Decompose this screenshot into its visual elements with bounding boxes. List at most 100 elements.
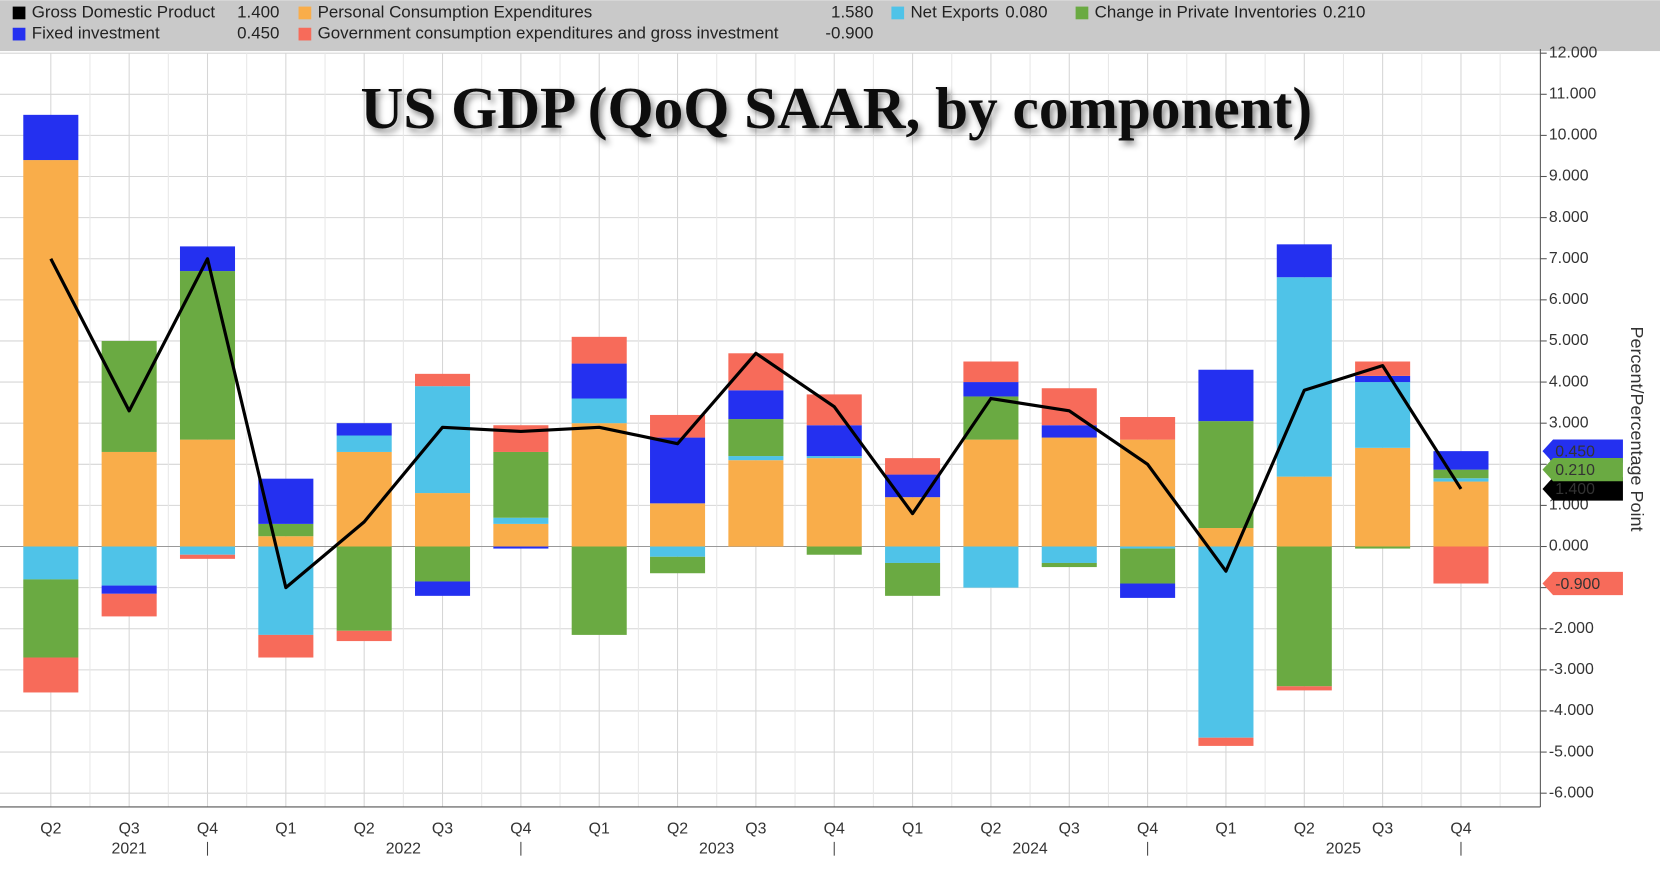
bar-segment <box>571 336 627 364</box>
bar-segment <box>1276 277 1332 477</box>
bar-segment <box>258 523 314 537</box>
legend-label: Change in Private Inventories <box>1095 2 1317 21</box>
legend-value: 0.450 <box>237 24 279 43</box>
value-tag-label: 0.210 <box>1555 462 1595 479</box>
bar-segment <box>728 419 784 457</box>
bar-segment <box>493 517 549 524</box>
y-tick-label: 10.000 <box>1549 127 1598 144</box>
x-tick-label: Q1 <box>275 820 296 837</box>
bar-segment <box>1276 546 1332 687</box>
bar-segment <box>493 451 549 518</box>
bar-segment <box>179 439 236 547</box>
bar-segment <box>1041 562 1097 568</box>
bar-segment <box>258 546 314 635</box>
bar-segment <box>806 458 862 547</box>
bar-segment <box>23 114 79 161</box>
y-tick-label: -2.000 <box>1549 620 1594 637</box>
bar-segment <box>1355 361 1411 376</box>
y-tick-label: 12.000 <box>1549 44 1598 61</box>
line-series <box>49 257 1463 590</box>
x-tick-label: Q1 <box>1215 820 1236 837</box>
bar-segment <box>1355 382 1411 448</box>
value-tag-label: 1.400 <box>1555 481 1595 498</box>
bar-segment <box>963 382 1019 397</box>
bar-segment <box>806 425 862 457</box>
bar-segment <box>806 394 862 426</box>
bar-segment <box>963 396 1019 440</box>
bar-segment <box>493 546 549 549</box>
legend-swatch <box>298 6 312 20</box>
bar-segment <box>23 160 79 547</box>
bar-segment <box>415 373 471 387</box>
x-tick-label: Q1 <box>902 820 923 837</box>
bar-segment <box>885 546 941 563</box>
y-tick-label: 3.000 <box>1549 414 1589 431</box>
bar-segment <box>1120 583 1176 598</box>
x-tick-label: Q3 <box>432 820 453 837</box>
bar-segment <box>1120 548 1176 584</box>
bar-segment <box>806 456 862 459</box>
x-tick-label: Q4 <box>1137 820 1158 837</box>
bar-segment <box>963 361 1019 383</box>
bar-segment <box>179 546 236 555</box>
bar-segment <box>1433 469 1489 479</box>
legend-swatch <box>891 6 905 20</box>
bar-segment <box>101 451 157 547</box>
value-tag <box>1542 571 1623 596</box>
bar-segment <box>179 271 236 440</box>
legend-swatch <box>12 6 26 20</box>
legend-value: -0.900 <box>825 24 873 43</box>
bar-segment <box>1041 437 1097 547</box>
overlay: 1.400 0.450 0.210 -0.900 Gross Domestic Prod… <box>12 2 1623 596</box>
x-group-label: 2023 <box>699 840 734 857</box>
legend-value: 0.210 <box>1323 2 1365 21</box>
y-tick-label: 11.000 <box>1549 85 1597 102</box>
y-tick-label: 5.000 <box>1549 332 1589 349</box>
bar-segment <box>1120 439 1176 547</box>
bar-segment <box>336 435 392 452</box>
x-tick-label: Q4 <box>197 820 218 837</box>
bar-segment <box>650 414 706 438</box>
x-tick-label: Q4 <box>510 820 531 837</box>
bar-segment <box>963 439 1019 547</box>
bar-segment <box>101 340 157 452</box>
bar-segment <box>571 398 627 424</box>
bar-segment <box>23 657 79 693</box>
bar-segment <box>1355 546 1411 549</box>
bar-segment <box>1198 546 1254 738</box>
y-tick-label: 0.000 <box>1549 538 1589 555</box>
bar-segment <box>101 585 157 594</box>
bar-segment <box>1355 375 1411 383</box>
value-tag <box>1542 439 1623 463</box>
y-tick-label: 7.000 <box>1549 250 1589 267</box>
x-tick-label: Q3 <box>745 820 766 837</box>
bar-segment <box>963 546 1019 588</box>
y-tick-label: -3.000 <box>1549 661 1594 678</box>
x-tick-label: Q3 <box>119 820 140 837</box>
value-tag-label: -0.900 <box>1555 576 1600 593</box>
bar-segment <box>1120 546 1176 549</box>
x-group-label: 2025 <box>1326 840 1361 857</box>
bar-segment <box>885 458 941 475</box>
bar-segment <box>728 353 784 391</box>
y-tick-label: -6.000 <box>1549 784 1594 801</box>
bar-segment <box>728 460 784 547</box>
legend-label: Personal Consumption Expenditures <box>318 2 593 21</box>
x-tick-label: Q3 <box>1059 820 1080 837</box>
value-tag-label: 0.450 <box>1555 443 1595 460</box>
bar-segment <box>806 546 862 555</box>
bar-segment <box>415 493 471 547</box>
bar-segment <box>1276 244 1332 278</box>
x-tick-label: Q2 <box>40 820 61 837</box>
bar-segment <box>1276 476 1332 547</box>
legend-value: 1.400 <box>237 2 279 21</box>
bar-segment <box>179 554 236 559</box>
legend-label: Gross Domestic Product <box>32 2 216 21</box>
y-tick-label: 8.000 <box>1549 209 1589 226</box>
bar-segment <box>1198 737 1254 746</box>
x-tick-label: Q4 <box>824 820 845 837</box>
bar-segment <box>885 497 941 547</box>
bar-segment <box>101 593 157 617</box>
bar-segment <box>336 546 392 631</box>
